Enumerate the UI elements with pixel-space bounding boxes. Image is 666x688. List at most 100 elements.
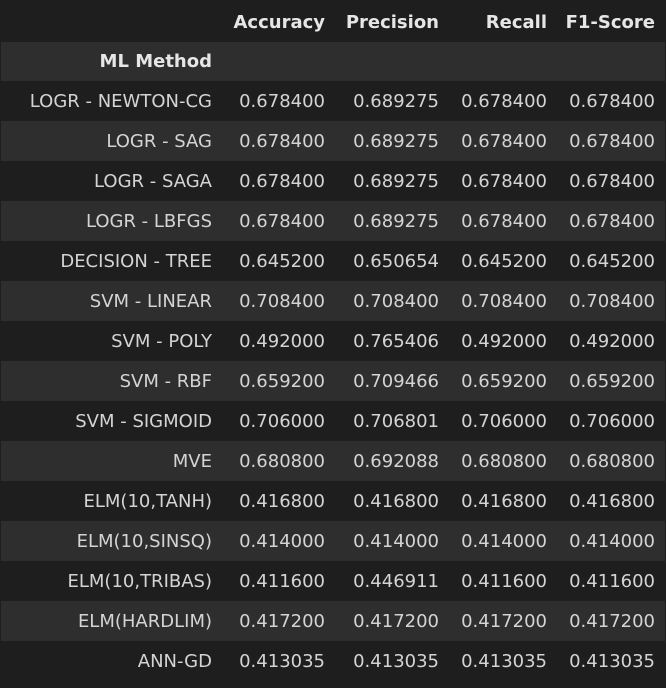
method-name-cell: SVM - RBF <box>119 370 212 392</box>
index-name-row: ML Method <box>1 42 665 81</box>
accuracy-cell: 0.659200 <box>239 370 325 392</box>
method-name-cell: LOGR - LBFGS <box>85 210 212 232</box>
method-name-cell: MVE <box>172 450 212 472</box>
column-header-row: Accuracy Precision Recall F1-Score <box>1 3 665 42</box>
f1-score-cell: 0.680800 <box>569 450 655 472</box>
table-row: ELM(10,SINSQ) 0.414000 0.414000 0.414000 0.4… <box>1 521 665 561</box>
f1-score-cell: 0.678400 <box>569 130 655 152</box>
table-row: SVM - POLY 0.492000 0.765406 0.492000 0.4920… <box>1 321 665 361</box>
table-row: DECISION - TREE 0.645200 0.650654 0.645200 0… <box>1 241 665 281</box>
table-row: ELM(HARDLIM) 0.417200 0.417200 0.417200 0.41… <box>1 601 665 641</box>
recall-cell: 0.708400 <box>461 290 547 312</box>
f1-score-cell: 0.645200 <box>569 250 655 272</box>
precision-cell: 0.413035 <box>353 650 439 672</box>
method-name-cell: LOGR - SAGA <box>94 170 212 192</box>
index-name-empty-cell <box>557 42 665 81</box>
f1-score-cell: 0.678400 <box>569 210 655 232</box>
method-name-cell: ELM(10,TRIBAS) <box>67 570 212 592</box>
precision-cell: 0.689275 <box>353 90 439 112</box>
accuracy-cell: 0.492000 <box>239 330 325 352</box>
method-name-cell: ANN-GD <box>137 650 212 672</box>
method-name-cell: ELM(10,SINSQ) <box>76 530 212 552</box>
accuracy-cell: 0.680800 <box>239 450 325 472</box>
table-body: LOGR - NEWTON-CG 0.678400 0.689275 0.678400… <box>1 81 665 681</box>
index-name-label: ML Method <box>99 51 212 72</box>
method-name-cell: LOGR - SAG <box>106 130 212 152</box>
method-name-cell: LOGR - NEWTON-CG <box>29 90 212 112</box>
precision-cell: 0.416800 <box>353 490 439 512</box>
table-row: MVE 0.680800 0.692088 0.680800 0.680800 <box>1 441 665 481</box>
precision-cell: 0.417200 <box>353 610 439 632</box>
column-header-recall: Recall <box>485 12 547 33</box>
index-name-empty-cell <box>222 42 335 81</box>
recall-cell: 0.680800 <box>461 450 547 472</box>
recall-cell: 0.413035 <box>461 650 547 672</box>
precision-cell: 0.706801 <box>353 410 439 432</box>
f1-score-cell: 0.678400 <box>569 90 655 112</box>
method-name-cell: SVM - LINEAR <box>89 290 212 312</box>
f1-score-cell: 0.678400 <box>569 170 655 192</box>
precision-cell: 0.765406 <box>353 330 439 352</box>
accuracy-cell: 0.708400 <box>239 290 325 312</box>
table-row: SVM - RBF 0.659200 0.709466 0.659200 0.65920… <box>1 361 665 401</box>
method-name-cell: ELM(10,TANH) <box>83 490 212 512</box>
column-header-precision: Precision <box>345 12 439 33</box>
method-name-cell: SVM - SIGMOID <box>75 410 212 432</box>
f1-score-cell: 0.416800 <box>569 490 655 512</box>
accuracy-cell: 0.678400 <box>239 170 325 192</box>
recall-cell: 0.416800 <box>461 490 547 512</box>
accuracy-cell: 0.414000 <box>239 530 325 552</box>
f1-score-cell: 0.411600 <box>569 570 655 592</box>
recall-cell: 0.678400 <box>461 130 547 152</box>
precision-cell: 0.692088 <box>353 450 439 472</box>
table-row: LOGR - SAGA 0.678400 0.689275 0.678400 0.678… <box>1 161 665 201</box>
table-row: SVM - LINEAR 0.708400 0.708400 0.708400 0.70… <box>1 281 665 321</box>
recall-cell: 0.417200 <box>461 610 547 632</box>
f1-score-cell: 0.417200 <box>569 610 655 632</box>
recall-cell: 0.411600 <box>461 570 547 592</box>
recall-cell: 0.414000 <box>461 530 547 552</box>
accuracy-cell: 0.417200 <box>239 610 325 632</box>
index-name-empty-cell <box>449 42 557 81</box>
recall-cell: 0.678400 <box>461 210 547 232</box>
f1-score-cell: 0.706000 <box>569 410 655 432</box>
precision-cell: 0.689275 <box>353 130 439 152</box>
index-corner-cell <box>1 3 222 42</box>
table-row: LOGR - SAG 0.678400 0.689275 0.678400 0.6784… <box>1 121 665 161</box>
recall-cell: 0.492000 <box>461 330 547 352</box>
method-name-cell: SVM - POLY <box>111 330 212 352</box>
method-name-cell: ELM(HARDLIM) <box>77 610 212 632</box>
f1-score-cell: 0.413035 <box>569 650 655 672</box>
table-row: ELM(10,TRIBAS) 0.411600 0.446911 0.411600 0.… <box>1 561 665 601</box>
recall-cell: 0.659200 <box>461 370 547 392</box>
recall-cell: 0.645200 <box>461 250 547 272</box>
accuracy-cell: 0.706000 <box>239 410 325 432</box>
precision-cell: 0.650654 <box>353 250 439 272</box>
index-name-empty-cell <box>335 42 449 81</box>
accuracy-cell: 0.645200 <box>239 250 325 272</box>
accuracy-cell: 0.416800 <box>239 490 325 512</box>
recall-cell: 0.678400 <box>461 90 547 112</box>
accuracy-cell: 0.413035 <box>239 650 325 672</box>
table-row: SVM - SIGMOID 0.706000 0.706801 0.706000 0.7… <box>1 401 665 441</box>
column-header-accuracy: Accuracy <box>233 12 325 33</box>
f1-score-cell: 0.659200 <box>569 370 655 392</box>
f1-score-cell: 0.708400 <box>569 290 655 312</box>
table-header: Accuracy Precision Recall F1-Score ML Me… <box>1 3 665 81</box>
precision-cell: 0.689275 <box>353 210 439 232</box>
accuracy-cell: 0.411600 <box>239 570 325 592</box>
table-row: ELM(10,TANH) 0.416800 0.416800 0.416800 0.41… <box>1 481 665 521</box>
method-name-cell: DECISION - TREE <box>60 250 212 272</box>
column-header-f1-score: F1-Score <box>565 12 655 33</box>
precision-cell: 0.708400 <box>353 290 439 312</box>
precision-cell: 0.446911 <box>353 570 439 592</box>
results-table: Accuracy Precision Recall F1-Score ML Me… <box>1 3 665 681</box>
f1-score-cell: 0.414000 <box>569 530 655 552</box>
precision-cell: 0.689275 <box>353 170 439 192</box>
f1-score-cell: 0.492000 <box>569 330 655 352</box>
table-row: LOGR - NEWTON-CG 0.678400 0.689275 0.678400… <box>1 81 665 121</box>
accuracy-cell: 0.678400 <box>239 130 325 152</box>
accuracy-cell: 0.678400 <box>239 210 325 232</box>
recall-cell: 0.706000 <box>461 410 547 432</box>
table-row: LOGR - LBFGS 0.678400 0.689275 0.678400 0.67… <box>1 201 665 241</box>
